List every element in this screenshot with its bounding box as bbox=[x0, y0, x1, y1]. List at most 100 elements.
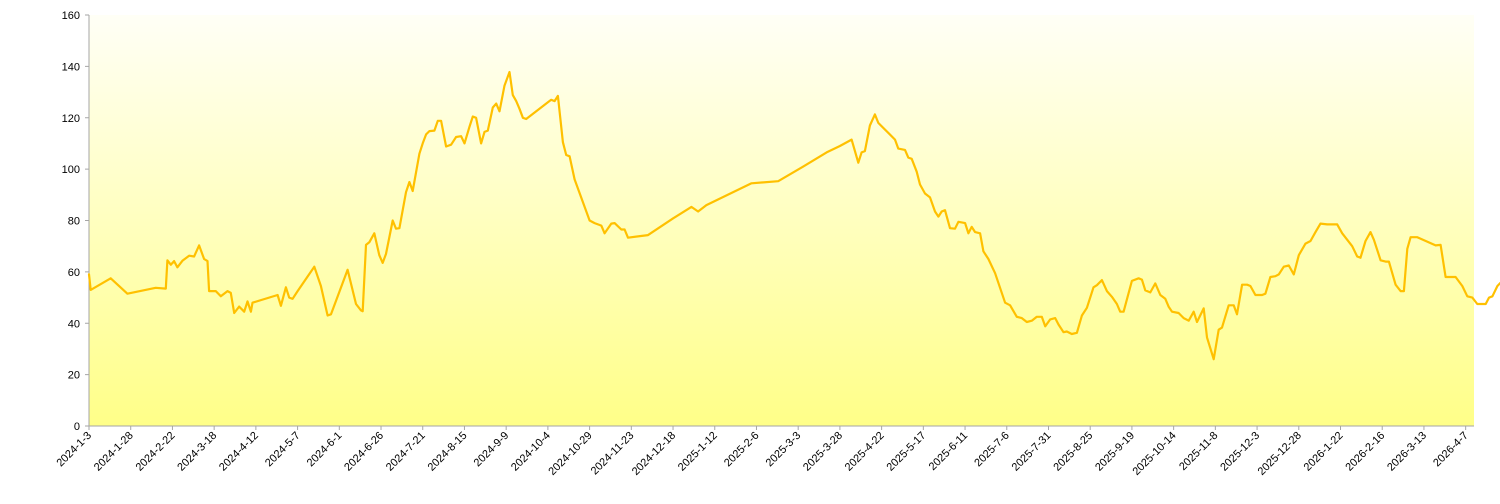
data-point bbox=[1026, 321, 1028, 323]
data-point bbox=[623, 228, 626, 231]
data-point bbox=[1373, 239, 1375, 241]
data-point bbox=[1021, 317, 1023, 319]
data-point bbox=[1416, 236, 1419, 238]
data-point bbox=[483, 131, 486, 133]
data-point bbox=[246, 300, 249, 303]
data-point bbox=[1206, 336, 1208, 339]
data-point bbox=[1403, 290, 1405, 292]
data-point bbox=[1217, 328, 1220, 331]
data-point bbox=[468, 125, 471, 128]
data-point bbox=[472, 115, 474, 118]
data-point bbox=[1434, 244, 1437, 247]
data-point bbox=[825, 151, 828, 154]
y-tick-label: 120 bbox=[62, 113, 80, 125]
x-tick-label: 2024-7-21 bbox=[384, 430, 428, 474]
data-point bbox=[1092, 286, 1095, 289]
data-points bbox=[88, 71, 1499, 361]
data-point bbox=[802, 165, 804, 168]
data-point bbox=[1409, 236, 1412, 238]
data-point bbox=[418, 152, 421, 155]
data-point bbox=[1496, 285, 1499, 287]
data-point bbox=[1182, 317, 1185, 319]
data-point bbox=[233, 312, 235, 314]
y-tick-label: 100 bbox=[62, 164, 80, 176]
data-point bbox=[480, 142, 482, 145]
data-point bbox=[226, 290, 229, 292]
data-point bbox=[1288, 264, 1290, 267]
data-point bbox=[937, 215, 940, 218]
x-tick-label: 2025-4-22 bbox=[843, 430, 887, 474]
data-point bbox=[1227, 304, 1230, 307]
data-point bbox=[475, 117, 477, 119]
y-axis: 0 20 40 60 80 100 120 140 160 bbox=[62, 10, 90, 433]
data-point bbox=[355, 303, 357, 305]
data-point bbox=[398, 227, 401, 229]
data-point bbox=[1044, 325, 1046, 328]
data-point bbox=[1278, 273, 1280, 276]
data-point bbox=[1106, 290, 1108, 292]
data-point bbox=[215, 290, 217, 292]
data-point bbox=[1066, 330, 1068, 333]
data-point bbox=[877, 122, 880, 124]
data-point bbox=[508, 71, 511, 73]
x-tick-label: 2024-2-22 bbox=[134, 430, 178, 474]
x-tick-label: 2024-8-15 bbox=[426, 430, 470, 474]
data-point bbox=[361, 310, 364, 313]
x-tick-label: 2024-10-29 bbox=[546, 430, 594, 478]
data-point bbox=[874, 113, 876, 116]
data-point bbox=[1484, 303, 1487, 305]
data-point bbox=[568, 155, 571, 158]
data-point bbox=[1341, 232, 1343, 235]
data-point bbox=[1471, 296, 1474, 299]
data-point bbox=[1264, 292, 1267, 295]
data-point bbox=[1167, 305, 1170, 308]
x-tick-label: 2024-1-28 bbox=[92, 430, 136, 474]
data-point bbox=[455, 136, 457, 138]
data-point bbox=[405, 191, 407, 193]
x-tick-label: 2024-5-7 bbox=[263, 430, 303, 470]
data-point bbox=[208, 290, 210, 292]
data-point bbox=[1246, 283, 1248, 286]
data-point bbox=[944, 209, 946, 211]
data-point bbox=[588, 219, 591, 222]
data-point bbox=[181, 260, 184, 262]
data-point bbox=[1236, 313, 1238, 316]
y-tick-label: 160 bbox=[62, 10, 80, 22]
data-point bbox=[1111, 296, 1113, 298]
data-point bbox=[994, 272, 996, 275]
data-point bbox=[512, 94, 514, 96]
data-point bbox=[1399, 290, 1402, 292]
data-point bbox=[428, 130, 431, 132]
data-point bbox=[176, 266, 179, 269]
x-tick-label: 2025-12-3 bbox=[1218, 430, 1262, 474]
data-point bbox=[627, 236, 629, 239]
x-tick-label: 2024-9-9 bbox=[472, 430, 512, 470]
x-tick-label: 2026-3-13 bbox=[1385, 430, 1429, 474]
data-point bbox=[1304, 242, 1307, 245]
data-point bbox=[987, 258, 990, 260]
x-tick-label: 2024-6-1 bbox=[305, 430, 345, 470]
data-point bbox=[573, 178, 576, 181]
data-point bbox=[970, 226, 973, 228]
data-point bbox=[360, 309, 362, 312]
data-point bbox=[280, 305, 282, 307]
data-point bbox=[251, 301, 254, 304]
data-point bbox=[1388, 260, 1390, 263]
data-point bbox=[330, 313, 332, 316]
data-point bbox=[1202, 307, 1205, 310]
data-point bbox=[385, 253, 387, 255]
data-point bbox=[346, 269, 349, 271]
data-point bbox=[378, 254, 381, 256]
x-tick-label: 2025-10-14 bbox=[1130, 430, 1178, 478]
data-point bbox=[1356, 255, 1358, 258]
x-tick-label: 2025-12-28 bbox=[1256, 430, 1304, 478]
data-point bbox=[126, 292, 129, 295]
data-point bbox=[154, 287, 157, 289]
data-point bbox=[433, 129, 436, 132]
data-point bbox=[613, 222, 616, 224]
data-point bbox=[492, 106, 494, 109]
y-tick-label: 140 bbox=[62, 61, 80, 73]
data-point bbox=[498, 110, 501, 113]
y-tick-label: 80 bbox=[68, 216, 80, 228]
data-point bbox=[525, 118, 527, 120]
